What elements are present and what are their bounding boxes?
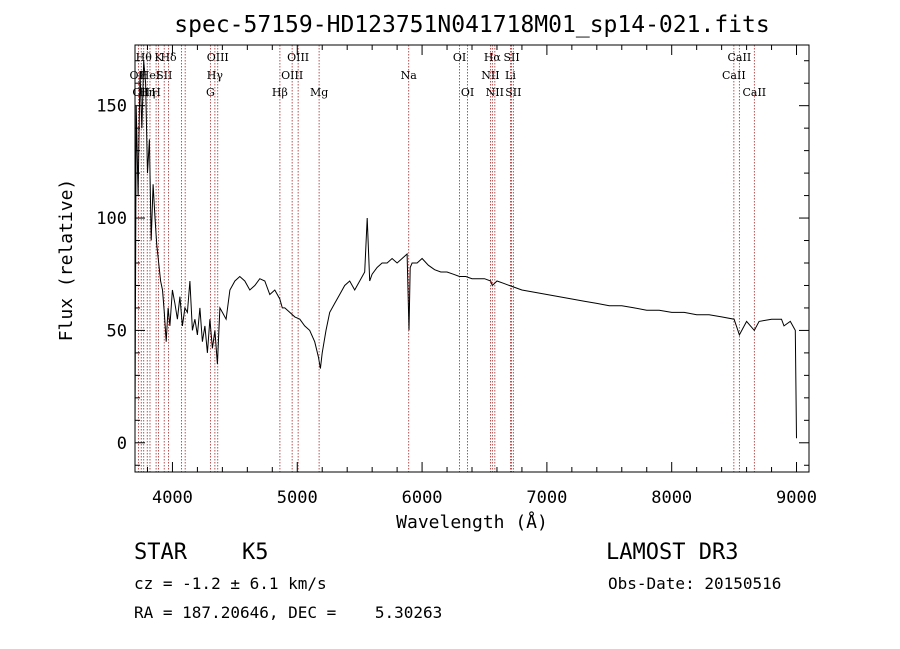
line-label-28: CaII [728, 51, 752, 64]
line-label-27: CaII [722, 69, 746, 82]
survey-name: LAMOST DR3 [606, 540, 739, 565]
line-label-17: Mg [310, 86, 328, 99]
line-label-19: OI [453, 51, 466, 64]
object-class: STAR [134, 540, 187, 565]
spectral-line-markers [137, 45, 755, 472]
chart-title: spec-57159-HD123751N041718M01_sp14-021.f… [174, 12, 769, 38]
redshift-readout: cz = -1.2 ± 6.1 km/s [134, 574, 327, 593]
line-label-24: Li [505, 69, 516, 82]
x-tick-label: 7000 [526, 488, 567, 508]
plot-frame [134, 44, 810, 473]
spectrum-line [134, 60, 797, 439]
observation-date: Obs-Date: 20150516 [608, 574, 782, 593]
y-axis-label: Flux (relative) [56, 179, 77, 342]
x-tick-label: 5000 [277, 488, 318, 508]
x-axis-ticks: 4000 5000 6000 7000 8000 9000 [146, 45, 817, 508]
x-tick-label: 6000 [402, 488, 443, 508]
line-label-18: Na [401, 69, 418, 82]
line-label-12: Hγ [207, 69, 224, 82]
object-subclass: K5 [242, 540, 269, 565]
line-label-13: OIII [207, 51, 229, 64]
line-label-5: H [151, 86, 161, 99]
line-label-26: SII [505, 86, 521, 99]
line-label-8: Hδ [160, 51, 177, 64]
line-label-23: NII [486, 86, 504, 99]
x-tick-label: 4000 [152, 488, 193, 508]
y-tick-label: 150 [96, 97, 127, 117]
y-tick-label: 100 [96, 209, 127, 229]
y-tick-label: 50 [107, 321, 127, 341]
line-label-15: OIII [281, 69, 303, 82]
x-tick-label: 8000 [651, 488, 692, 508]
coordinates-readout: RA = 187.20646, DEC = 5.30263 [134, 603, 443, 622]
line-label-29: CaII [742, 86, 766, 99]
line-label-20: OI [461, 86, 474, 99]
y-tick-label: 0 [117, 434, 127, 454]
line-label-25: SII [503, 51, 519, 64]
line-label-11: G [206, 86, 215, 99]
x-tick-label: 9000 [776, 488, 817, 508]
line-label-22: Hα [484, 51, 502, 64]
line-label-6: K [154, 51, 163, 64]
x-axis-label: Wavelength (Å) [396, 511, 548, 533]
spectral-line-labels: OIIOIIHθHηHeIHKSIIHδGHγOIIIHβOIIIOIIIMgN… [130, 51, 767, 99]
line-label-16: OIII [287, 51, 309, 64]
line-label-14: Hβ [272, 86, 288, 99]
line-label-7: SII [156, 69, 172, 82]
line-label-21: NII [481, 69, 499, 82]
y-axis-ticks: 0 50 100 150 [96, 60, 809, 466]
